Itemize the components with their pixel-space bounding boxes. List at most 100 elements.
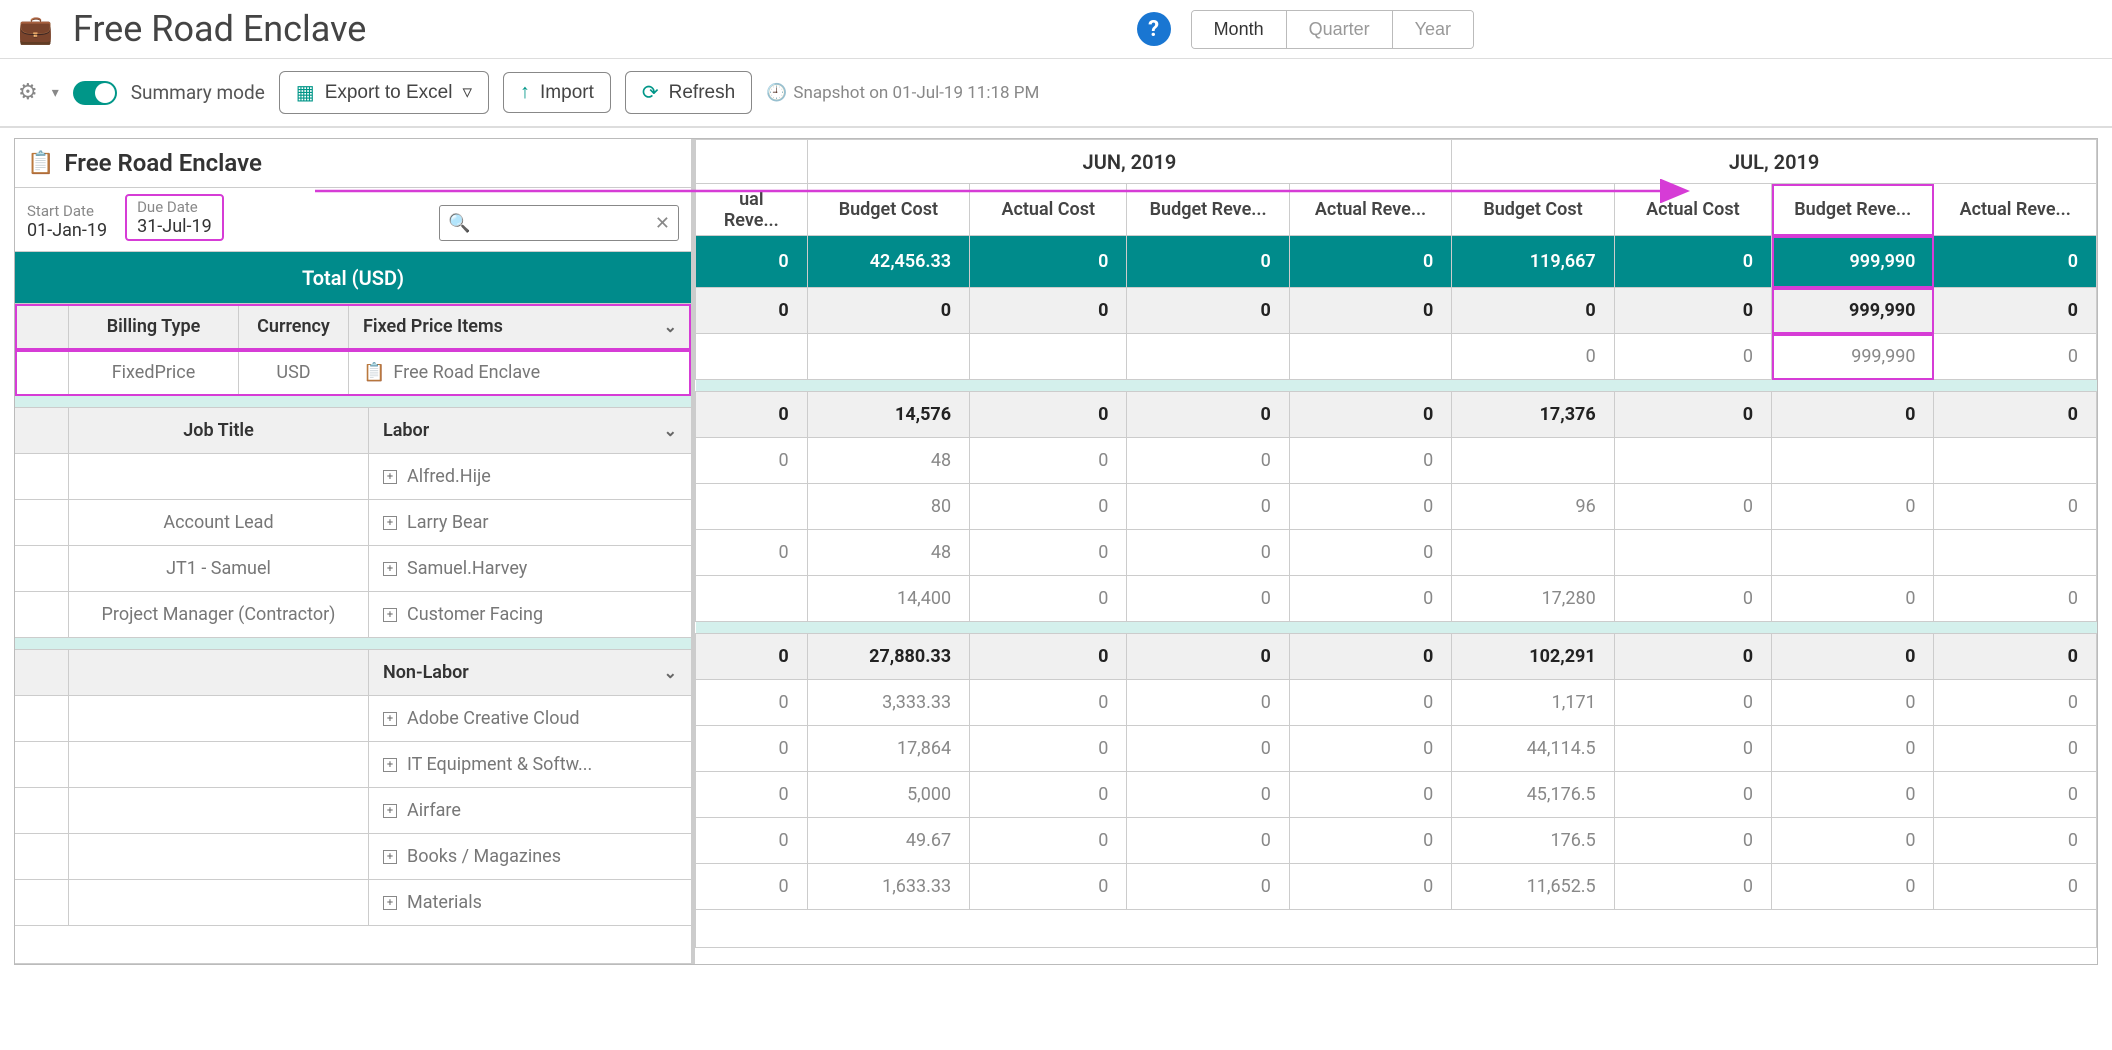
data-cell: 0	[1614, 864, 1771, 910]
data-cell: 0	[1614, 634, 1771, 680]
labor-item-name: Samuel.Harvey	[407, 558, 527, 579]
data-cell: 0	[1289, 680, 1451, 726]
period-month[interactable]: Month	[1192, 11, 1287, 48]
col-budget-cost: Budget Cost	[807, 184, 969, 236]
expand-icon[interactable]: +	[383, 758, 397, 772]
upload-icon: ↑	[520, 81, 530, 104]
data-cell: 0	[1127, 726, 1289, 772]
data-cell: 0	[1127, 484, 1289, 530]
data-cell: 0	[1772, 484, 1934, 530]
data-cell: 0	[970, 484, 1127, 530]
chevron-down-icon[interactable]: ⌄	[664, 317, 677, 336]
export-label: Export to Excel	[325, 82, 453, 104]
period-year[interactable]: Year	[1393, 11, 1473, 48]
data-cell: 0	[1127, 634, 1289, 680]
data-cell: 0	[1127, 680, 1289, 726]
expand-icon[interactable]: +	[383, 896, 397, 910]
period-header-jun: JUN, 2019	[807, 140, 1452, 184]
data-cell: 0	[1934, 726, 2097, 772]
data-cell: 48	[807, 530, 969, 576]
data-cell: 0	[696, 236, 808, 288]
briefcase-icon: 💼	[18, 13, 53, 46]
data-cell: 0	[1772, 818, 1934, 864]
data-cell: 27,880.33	[807, 634, 969, 680]
data-cell	[696, 484, 808, 530]
nonlabor-item-name: Books / Magazines	[407, 846, 561, 867]
expand-icon[interactable]: +	[383, 850, 397, 864]
expand-icon[interactable]: +	[383, 562, 397, 576]
data-cell: 1,171	[1452, 680, 1614, 726]
data-cell: 17,280	[1452, 576, 1614, 622]
clock-icon: 🕘	[766, 83, 787, 103]
refresh-button[interactable]: ⟳ Refresh	[625, 71, 752, 114]
clipboard-icon: 📋	[363, 362, 385, 383]
fixed-price-header: Fixed Price Items	[363, 316, 503, 337]
data-cell: 0	[1934, 288, 2097, 334]
data-cell: 0	[1289, 236, 1451, 288]
data-cell: 45,176.5	[1452, 772, 1614, 818]
search-input[interactable]: 🔍 ✕	[439, 205, 679, 241]
summary-mode-toggle[interactable]	[73, 81, 117, 105]
data-cell: 80	[807, 484, 969, 530]
data-cell: 0	[1934, 864, 2097, 910]
data-cell: 0	[1289, 392, 1451, 438]
data-cell: 0	[1127, 236, 1289, 288]
data-cell: 0	[970, 576, 1127, 622]
data-cell: 17,376	[1452, 392, 1614, 438]
data-cell: 0	[1614, 392, 1771, 438]
data-cell: 49.67	[807, 818, 969, 864]
expand-icon[interactable]: +	[383, 470, 397, 484]
gear-icon[interactable]: ⚙	[18, 80, 38, 105]
job-title: JT1 - Samuel	[166, 558, 271, 579]
data-cell: 0	[1289, 864, 1451, 910]
chevron-down-icon[interactable]: ⌄	[664, 421, 677, 440]
data-cell: 0	[970, 864, 1127, 910]
expand-icon[interactable]: +	[383, 804, 397, 818]
chevron-down-icon[interactable]: ⌄	[664, 663, 677, 682]
col-actual-reve-jul: Actual Reve...	[1934, 184, 2097, 236]
expand-icon[interactable]: +	[383, 608, 397, 622]
data-cell: 0	[1772, 576, 1934, 622]
clipboard-icon: 📋	[27, 151, 54, 176]
data-cell: 176.5	[1452, 818, 1614, 864]
data-cell: 0	[696, 864, 808, 910]
data-cell: 0	[1772, 726, 1934, 772]
data-cell: 0	[970, 392, 1127, 438]
data-cell: 0	[696, 772, 808, 818]
data-cell: 0	[1934, 680, 2097, 726]
import-button[interactable]: ↑ Import	[503, 72, 611, 113]
period-header-jul: JUL, 2019	[1452, 140, 2097, 184]
data-cell: 0	[1934, 576, 2097, 622]
data-cell: 0	[1452, 288, 1614, 334]
billing-type-header: Billing Type	[107, 316, 201, 337]
chevron-down-icon: ▿	[462, 81, 472, 104]
expand-icon[interactable]: +	[383, 516, 397, 530]
data-cell: 0	[1934, 236, 2097, 288]
help-icon[interactable]: ?	[1137, 12, 1171, 46]
period-quarter[interactable]: Quarter	[1287, 11, 1393, 48]
col-actual-reve-prev: ual Reve...	[696, 184, 808, 236]
data-cell: 0	[696, 680, 808, 726]
data-cell: 0	[1614, 680, 1771, 726]
data-cell: 0	[1934, 392, 2097, 438]
gear-dropdown-icon[interactable]: ▾	[52, 85, 59, 101]
data-cell	[696, 334, 808, 380]
col-budget-reve: Budget Reve...	[1127, 184, 1289, 236]
export-excel-button[interactable]: ▦ Export to Excel ▿	[279, 71, 489, 114]
clear-search-icon[interactable]: ✕	[655, 213, 670, 234]
due-date-value: 31-Jul-19	[137, 216, 212, 237]
project-name: Free Road Enclave	[64, 149, 261, 177]
data-cell: 0	[970, 680, 1127, 726]
data-cell: 0	[970, 818, 1127, 864]
data-cell: 119,667	[1452, 236, 1614, 288]
data-cell: 0	[1127, 864, 1289, 910]
data-cell: 0	[1614, 772, 1771, 818]
data-cell: 0	[1289, 818, 1451, 864]
expand-icon[interactable]: +	[383, 712, 397, 726]
data-cell: 14,400	[807, 576, 969, 622]
data-cell: 0	[807, 288, 969, 334]
data-cell: 0	[1772, 864, 1934, 910]
data-cell: 0	[1772, 772, 1934, 818]
data-cell	[1934, 530, 2097, 576]
start-date-label: Start Date	[27, 202, 107, 220]
